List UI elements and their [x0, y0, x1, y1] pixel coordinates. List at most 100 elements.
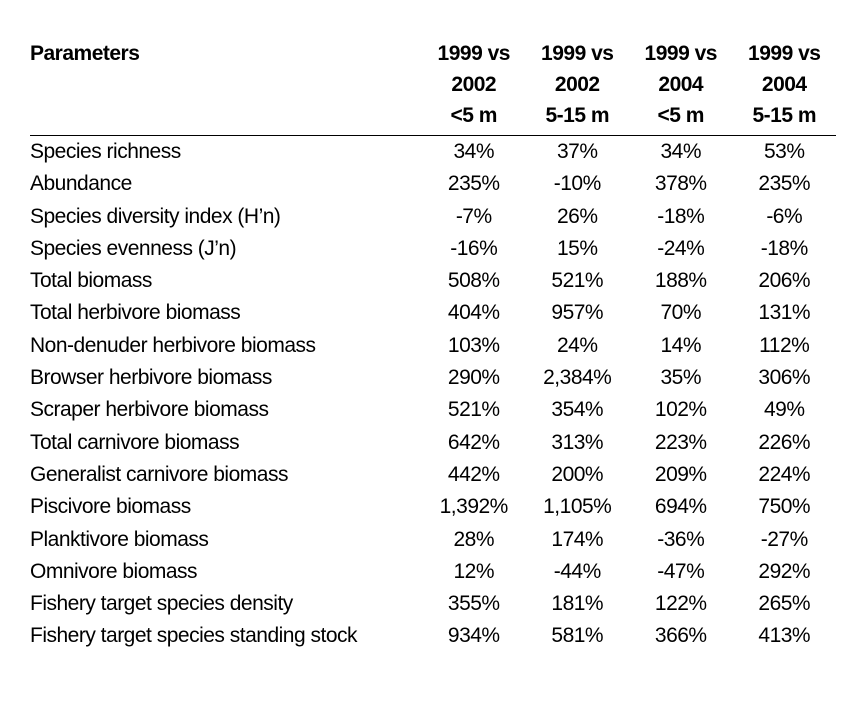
header-line: 5-15 m — [752, 104, 817, 127]
row-value: -36% — [657, 527, 705, 551]
row-value: -18% — [760, 236, 809, 260]
row-value: 521% — [551, 269, 604, 293]
table-header: Parameters 1999 vs 2002 <5 m 1999 vs 200… — [30, 38, 836, 136]
table-body: Species richness 34% 37% 34% 53% Abundance 235… — [30, 136, 836, 653]
row-value: 581% — [551, 624, 604, 648]
row-value: -18% — [657, 204, 705, 228]
table-row: Species richness 34% 37% 34% 53% — [30, 136, 836, 169]
row-value: -6% — [766, 204, 803, 228]
row-value: -16% — [450, 236, 498, 260]
header-line: 2002 — [554, 73, 600, 96]
row-value: 235% — [447, 172, 500, 196]
table-row: Total carnivore biomass 642% 313% 223% 226% — [30, 427, 836, 459]
row-value: 413% — [758, 624, 811, 648]
row-value: 34% — [660, 140, 702, 163]
row-value: 14% — [660, 333, 702, 357]
row-parameter: Generalist carnivore biomass — [30, 462, 288, 486]
row-value: 24% — [556, 333, 598, 357]
row-value: 181% — [551, 592, 604, 616]
row-value: 313% — [551, 430, 604, 454]
row-value: 206% — [758, 269, 811, 293]
row-parameter: Planktivore biomass — [30, 527, 209, 551]
row-value: 34% — [453, 140, 495, 163]
row-value: 355% — [447, 592, 500, 616]
header-parameters: Parameters — [30, 38, 422, 136]
row-value: 354% — [551, 398, 604, 422]
row-value: 103% — [447, 333, 500, 357]
row-parameter: Species evenness (J’n) — [30, 236, 237, 260]
row-parameter: Scraper herbivore biomass — [30, 398, 269, 422]
table-container: Parameters 1999 vs 2002 <5 m 1999 vs 200… — [30, 38, 836, 653]
row-value: 35% — [660, 366, 702, 390]
row-value: -44% — [553, 559, 602, 583]
header-col-1999-2004-deep: 1999 vs 2004 5-15 m — [732, 38, 836, 136]
row-value: 378% — [654, 172, 707, 196]
row-value: 37% — [556, 140, 598, 163]
row-value: 442% — [447, 462, 500, 486]
row-value: 290% — [447, 366, 500, 390]
row-value: 174% — [551, 527, 604, 551]
table-row: Generalist carnivore biomass 442% 200% 209%… — [30, 459, 836, 491]
header-line: 1999 vs — [541, 42, 614, 65]
row-value: 112% — [759, 333, 810, 357]
header-line: 2004 — [658, 73, 704, 96]
row-value: 292% — [758, 559, 811, 583]
comparison-table: Parameters 1999 vs 2002 <5 m 1999 vs 200… — [30, 38, 836, 653]
header-line: 2002 — [451, 73, 497, 96]
row-parameter: Species diversity index (H’n) — [30, 204, 281, 228]
header-col-1999-2004-shallow: 1999 vs 2004 <5 m — [629, 38, 733, 136]
row-value: 957% — [551, 301, 604, 325]
table-row: Fishery target species density 355% 181% 12… — [30, 588, 836, 620]
table-row: Piscivore biomass 1,392% 1,105% 694% 750% — [30, 491, 836, 523]
header-line: 1999 vs — [748, 42, 821, 65]
header-line: 1999 vs — [437, 42, 511, 65]
row-value: 209% — [654, 462, 707, 486]
row-parameter: Abundance — [30, 172, 132, 196]
row-value: 306% — [758, 366, 811, 390]
table-row: Total herbivore biomass 404% 957% 70% 131% — [30, 297, 836, 329]
header-line: 1999 vs — [644, 42, 718, 65]
row-value: 131% — [758, 301, 811, 325]
header-line: <5 m — [450, 104, 498, 127]
row-value: 53% — [763, 140, 805, 163]
row-parameter: Browser herbivore biomass — [30, 366, 272, 390]
header-line: 2004 — [761, 73, 807, 96]
table-row: Planktivore biomass 28% 174% -36% -27% — [30, 524, 836, 556]
row-parameter: Species richness — [30, 140, 181, 163]
table-row: Scraper herbivore biomass 521% 354% 102% 49% — [30, 394, 836, 426]
row-value: 642% — [447, 430, 500, 454]
header-line: <5 m — [657, 104, 705, 127]
row-value: -27% — [760, 527, 809, 551]
header-row: Parameters 1999 vs 2002 <5 m 1999 vs 200… — [30, 38, 836, 136]
row-value: 224% — [758, 462, 811, 486]
table-row: Non-denuder herbivore biomass 103% 24% 14% 1… — [30, 330, 836, 362]
row-value: 508% — [447, 269, 500, 293]
row-value: 223% — [654, 430, 707, 454]
table-row: Total biomass 508% 521% 188% 206% — [30, 265, 836, 297]
row-value: 366% — [654, 624, 707, 648]
table-row: Abundance 235% -10% 378% 235% — [30, 168, 836, 200]
table-row: Omnivore biomass 12% -44% -47% 292% — [30, 556, 836, 588]
row-value: 404% — [447, 301, 500, 325]
row-parameter: Total biomass — [30, 269, 152, 293]
table-row: Browser herbivore biomass 290% 2,384% 35% 30… — [30, 362, 836, 394]
row-parameter: Piscivore biomass — [30, 495, 191, 519]
row-value: 28% — [453, 527, 495, 551]
row-value: -47% — [657, 559, 705, 583]
row-value: 750% — [758, 495, 811, 519]
row-value: 188% — [654, 269, 707, 293]
row-value: 26% — [556, 204, 598, 228]
row-value: 934% — [447, 624, 500, 648]
row-value: 102% — [654, 398, 707, 422]
row-value: 12% — [453, 559, 495, 583]
table-row: Species diversity index (H’n) -7% 26% -18% -… — [30, 201, 836, 233]
row-value: 265% — [758, 592, 811, 616]
row-value: 49% — [763, 398, 805, 422]
row-value: 1,392% — [439, 495, 509, 519]
row-value: 122% — [654, 592, 707, 616]
row-value: -24% — [657, 236, 705, 260]
row-value: -7% — [455, 204, 492, 228]
row-parameter: Total carnivore biomass — [30, 430, 240, 454]
row-value: 70% — [660, 301, 702, 325]
